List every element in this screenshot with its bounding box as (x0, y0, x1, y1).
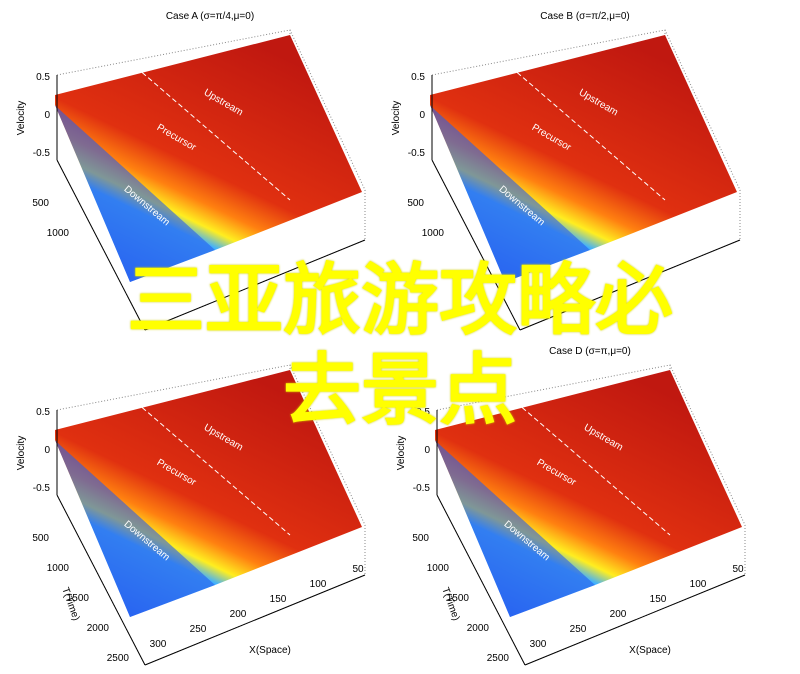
surface-front (430, 105, 590, 282)
wavefront-line (129, 61, 291, 201)
t-tick-label: 2000 (467, 623, 490, 634)
surface-front (55, 440, 215, 617)
t-tick-label: 1000 (422, 228, 445, 239)
y-tick-label: 0.5 (416, 407, 430, 418)
y-tick-label: 0 (44, 110, 50, 121)
wavefront-line (504, 61, 666, 201)
x-tick-label: 50 (732, 564, 744, 575)
t-tick-label: 1500 (447, 593, 470, 604)
y-tick-label: 0.5 (36, 407, 50, 418)
t-tick-label: 500 (32, 198, 49, 209)
y-axis-label: Velocity (16, 101, 27, 135)
x-tick-label: 300 (150, 639, 167, 650)
t-tick-label: 2000 (87, 623, 110, 634)
wavefront-line (509, 396, 671, 536)
x-tick-label: 150 (650, 594, 667, 605)
x-axis (144, 574, 366, 666)
y-tick-label: -0.5 (408, 148, 426, 159)
x-axis-label: X(Space) (629, 645, 671, 656)
t-axis-label: T(Time) (439, 586, 461, 622)
t-tick-label: 2500 (107, 653, 130, 664)
t-tick-label: 2500 (487, 653, 510, 664)
x-tick-label: 100 (690, 579, 707, 590)
x-tick-label: 250 (570, 624, 587, 635)
x-tick-label: 150 (270, 594, 287, 605)
surface-front (435, 440, 595, 617)
wavefront-line (129, 396, 291, 536)
x-tick-label: 200 (610, 609, 627, 620)
t-tick-label: 1000 (47, 563, 70, 574)
overlay-line-2: 去景点 (282, 346, 517, 436)
x-axis (519, 239, 741, 331)
t-axis (436, 494, 526, 666)
x-tick-label: 200 (230, 609, 247, 620)
t-tick-label: 1500 (67, 593, 90, 604)
t-tick-label: 500 (407, 198, 424, 209)
t-axis-label: T(Time) (59, 586, 81, 622)
t-tick-label: 500 (32, 533, 49, 544)
x-tick-label: 50 (352, 564, 364, 575)
x-tick-label: 100 (310, 579, 327, 590)
y-tick-label: 0.5 (411, 72, 425, 83)
y-axis-label: Velocity (391, 101, 402, 135)
x-axis-label: X(Space) (249, 645, 291, 656)
y-tick-label: -0.5 (33, 483, 51, 494)
panel-title: Case D (σ=π,μ=0) (549, 346, 631, 357)
panel-title: Case A (σ=π/4,μ=0) (166, 11, 254, 22)
panel: Velocity 0.5 0 -0.5 500 1000 1500 2000 2500 T(Tim… (16, 364, 366, 666)
y-tick-label: -0.5 (413, 483, 431, 494)
y-axis-label: Velocity (396, 436, 407, 470)
panel: Case D (σ=π,μ=0) Velocity 0.5 0 -0.5 500 1000 1… (396, 346, 746, 666)
surface-front (55, 105, 215, 282)
y-tick-label: 0 (424, 445, 430, 456)
panel: Case A (σ=π/4,μ=0) Velocity 0.5 0 -0.5 500 100… (16, 11, 366, 331)
panel-title: Case B (σ=π/2,μ=0) (540, 11, 629, 22)
t-axis (56, 159, 146, 331)
x-tick-label: 250 (190, 624, 207, 635)
t-axis (56, 494, 146, 666)
y-tick-label: 0 (419, 110, 425, 121)
t-axis (431, 159, 521, 331)
t-tick-label: 1000 (427, 563, 450, 574)
overlay-line-1: 三亚旅游攻略必 (126, 256, 673, 346)
y-tick-label: -0.5 (33, 148, 51, 159)
y-tick-label: 0.5 (36, 72, 50, 83)
t-tick-label: 500 (412, 533, 429, 544)
y-tick-label: 0 (44, 445, 50, 456)
panel: Case B (σ=π/2,μ=0) Velocity 0.5 0 -0.5 500 100… (391, 11, 741, 331)
t-tick-label: 1000 (47, 228, 70, 239)
x-tick-label: 300 (530, 639, 547, 650)
y-axis-label: Velocity (16, 436, 27, 470)
x-axis (524, 574, 746, 666)
x-axis (144, 239, 366, 331)
